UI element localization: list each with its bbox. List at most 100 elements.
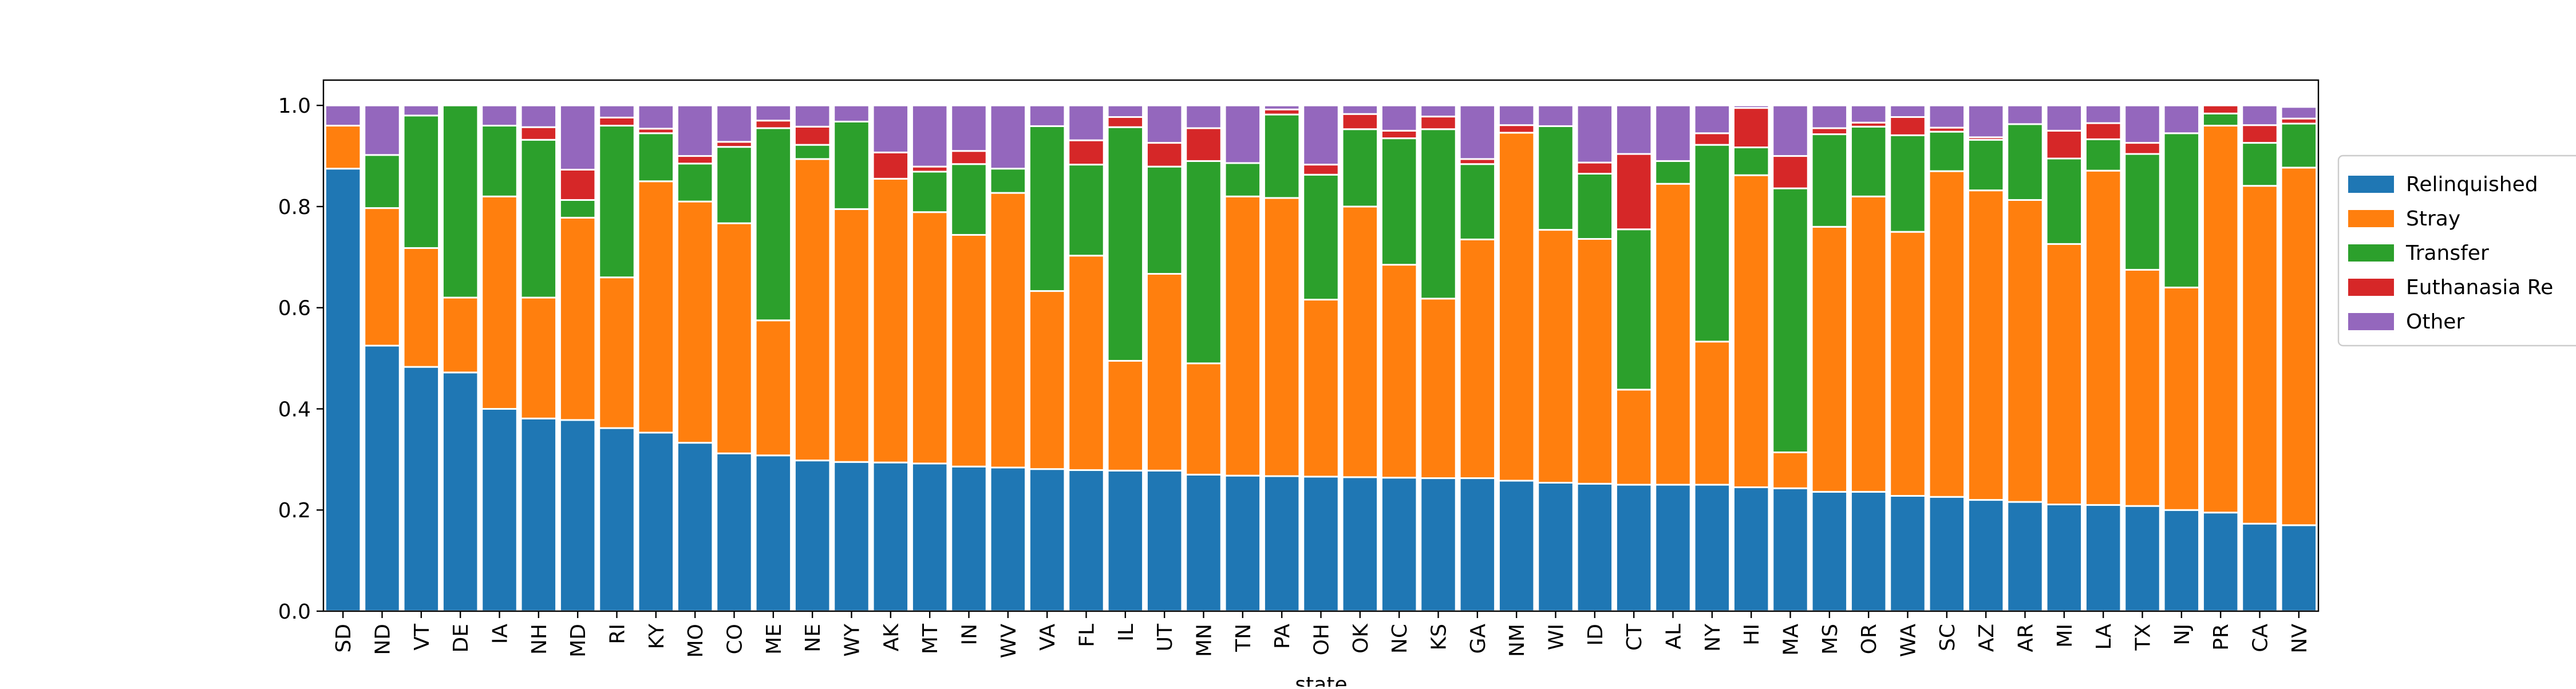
bar-segment-NY-other: [1693, 104, 1731, 134]
bar-segment-NE-euthanasia-re: [793, 125, 831, 146]
bar-segment-SD-relinquished: [324, 168, 362, 612]
legend-label-transfer: Transfer: [2405, 241, 2489, 265]
bar-segment-RI-stray: [598, 276, 635, 429]
bar-segment-NV-other: [2280, 106, 2318, 120]
bar-segment-VT-stray: [402, 247, 440, 368]
bar-segment-IL-transfer: [1107, 126, 1144, 362]
bar-segment-NH-relinquished: [520, 417, 558, 612]
bar-segment-CT-transfer: [1615, 228, 1653, 391]
bar-segment-HI-transfer: [1732, 146, 1770, 176]
bar-segment-MT-relinquished: [911, 462, 949, 612]
bar-segment-MO-other: [676, 104, 714, 157]
bar-segment-IL-other: [1107, 104, 1144, 118]
x-tick-label-PR: PR: [2210, 624, 2233, 651]
x-tick-label-CT: CT: [1623, 623, 1646, 651]
bar-segment-WI-relinquished: [1537, 482, 1574, 612]
bar-segment-MO-euthanasia-re: [676, 155, 714, 165]
bar-segment-AL-other: [1654, 104, 1692, 162]
bar-segment-IA-stray: [481, 195, 518, 410]
x-tick-label-KY: KY: [645, 623, 669, 649]
bar-segment-IL-stray: [1107, 360, 1144, 472]
bar-segment-MA-euthanasia-re: [1772, 155, 1809, 189]
bar-segment-PA-relinquished: [1263, 475, 1301, 612]
bar-segment-NM-stray: [1498, 132, 1535, 482]
bar-segment-PR-transfer: [2202, 112, 2239, 127]
bar-segment-OK-stray: [1341, 205, 1379, 478]
bar-segment-DE-transfer: [441, 104, 479, 299]
bar-segment-NC-relinquished: [1380, 477, 1418, 612]
bar-segment-NH-euthanasia-re: [520, 126, 558, 141]
bar-segment-MN-euthanasia-re: [1185, 127, 1222, 162]
x-tick-label-MS: MS: [1819, 624, 1842, 655]
bar-segment-CA-other: [2241, 104, 2278, 126]
bar-segment-MD-transfer: [559, 199, 596, 219]
bar-segment-MN-other: [1185, 104, 1222, 129]
bar-segment-PA-other: [1263, 104, 1301, 110]
y-tick-label: 1.0: [278, 94, 311, 118]
bar-segment-MI-other: [2045, 104, 2083, 132]
bar-segment-OR-stray: [1850, 195, 1887, 493]
x-tick-label-WA: WA: [1897, 624, 1921, 658]
bar-segment-MS-transfer: [1811, 133, 1848, 228]
bar-segment-MD-euthanasia-re: [559, 168, 596, 201]
bar-segment-AR-relinquished: [2006, 501, 2044, 612]
bar-segment-LA-transfer: [2084, 138, 2122, 172]
legend: Relinquished Stray Transfer Euthanasia Re Ot…: [2337, 155, 2576, 347]
bar-segment-CO-other: [716, 104, 753, 143]
bar-segment-VT-other: [402, 104, 440, 117]
bar-segment-AR-stray: [2006, 199, 2044, 503]
bar-segment-NM-euthanasia-re: [1498, 124, 1535, 134]
x-tick-label-WY: WY: [841, 623, 864, 657]
bar-segment-GA-other: [1459, 104, 1496, 160]
x-tick-label-KS: KS: [1428, 624, 1451, 650]
bar-segment-NJ-stray: [2163, 286, 2200, 511]
bar-segment-FL-transfer: [1068, 164, 1105, 257]
bar-segment-AK-stray: [872, 177, 910, 464]
bar-segment-FL-other: [1068, 104, 1105, 141]
bar-segment-OK-transfer: [1341, 128, 1379, 208]
bar-segment-NE-transfer: [793, 144, 831, 160]
bar-segment-KS-relinquished: [1420, 477, 1457, 612]
bar-segment-AR-other: [2006, 104, 2044, 125]
bar-segment-AK-relinquished: [872, 461, 910, 612]
bar-segment-KY-stray: [637, 180, 675, 434]
bar-segment-ID-transfer: [1576, 173, 1614, 240]
x-tick-label-CO: CO: [724, 624, 747, 654]
bar-segment-HI-other: [1732, 104, 1770, 109]
bar-segment-NV-stray: [2280, 167, 2318, 526]
bar-segment-FL-relinquished: [1068, 469, 1105, 612]
bar-segment-CT-stray: [1615, 389, 1653, 486]
bar-segment-TX-relinquished: [2124, 505, 2161, 612]
x-tick-label-HI: HI: [1740, 624, 1764, 646]
bar-segment-VA-other: [1028, 104, 1066, 127]
x-tick-label-MO: MO: [684, 624, 708, 658]
bar-segment-OH-other: [1302, 104, 1340, 166]
bar-segment-KS-other: [1420, 104, 1457, 118]
bar-segment-IN-transfer: [950, 163, 987, 236]
bar-segment-WI-stray: [1537, 229, 1574, 484]
x-tick-label-NY: NY: [1701, 623, 1725, 652]
bar-segment-IN-other: [950, 104, 987, 152]
bar-segment-NY-stray: [1693, 340, 1731, 486]
bar-segment-WI-transfer: [1537, 125, 1574, 231]
bar-segment-IN-relinquished: [950, 465, 987, 612]
bar-segment-LA-euthanasia-re: [2084, 122, 2122, 140]
x-tick-label-SD: SD: [332, 624, 355, 653]
bar-segment-UT-other: [1145, 104, 1183, 144]
bar-segment-AZ-stray: [1967, 189, 2005, 501]
bar-segment-MT-transfer: [911, 171, 949, 213]
bar-segment-HI-euthanasia-re: [1732, 107, 1770, 149]
legend-label-other: Other: [2406, 310, 2464, 334]
bar-segment-TN-other: [1224, 104, 1262, 164]
x-tick-label-MN: MN: [1193, 624, 1216, 657]
bar-segment-TN-stray: [1224, 195, 1262, 477]
legend-swatch-euthanasia-re: [2348, 279, 2394, 296]
bar-segment-SC-transfer: [1928, 130, 1966, 172]
bar-segment-ME-euthanasia-re: [754, 120, 792, 129]
bar-segment-MA-stray: [1772, 451, 1809, 489]
bar-segment-PA-transfer: [1263, 113, 1301, 199]
bar-segment-LA-relinquished: [2084, 504, 2122, 612]
bar-segment-CT-relinquished: [1615, 484, 1653, 612]
bar-segment-SC-relinquished: [1928, 496, 1966, 612]
